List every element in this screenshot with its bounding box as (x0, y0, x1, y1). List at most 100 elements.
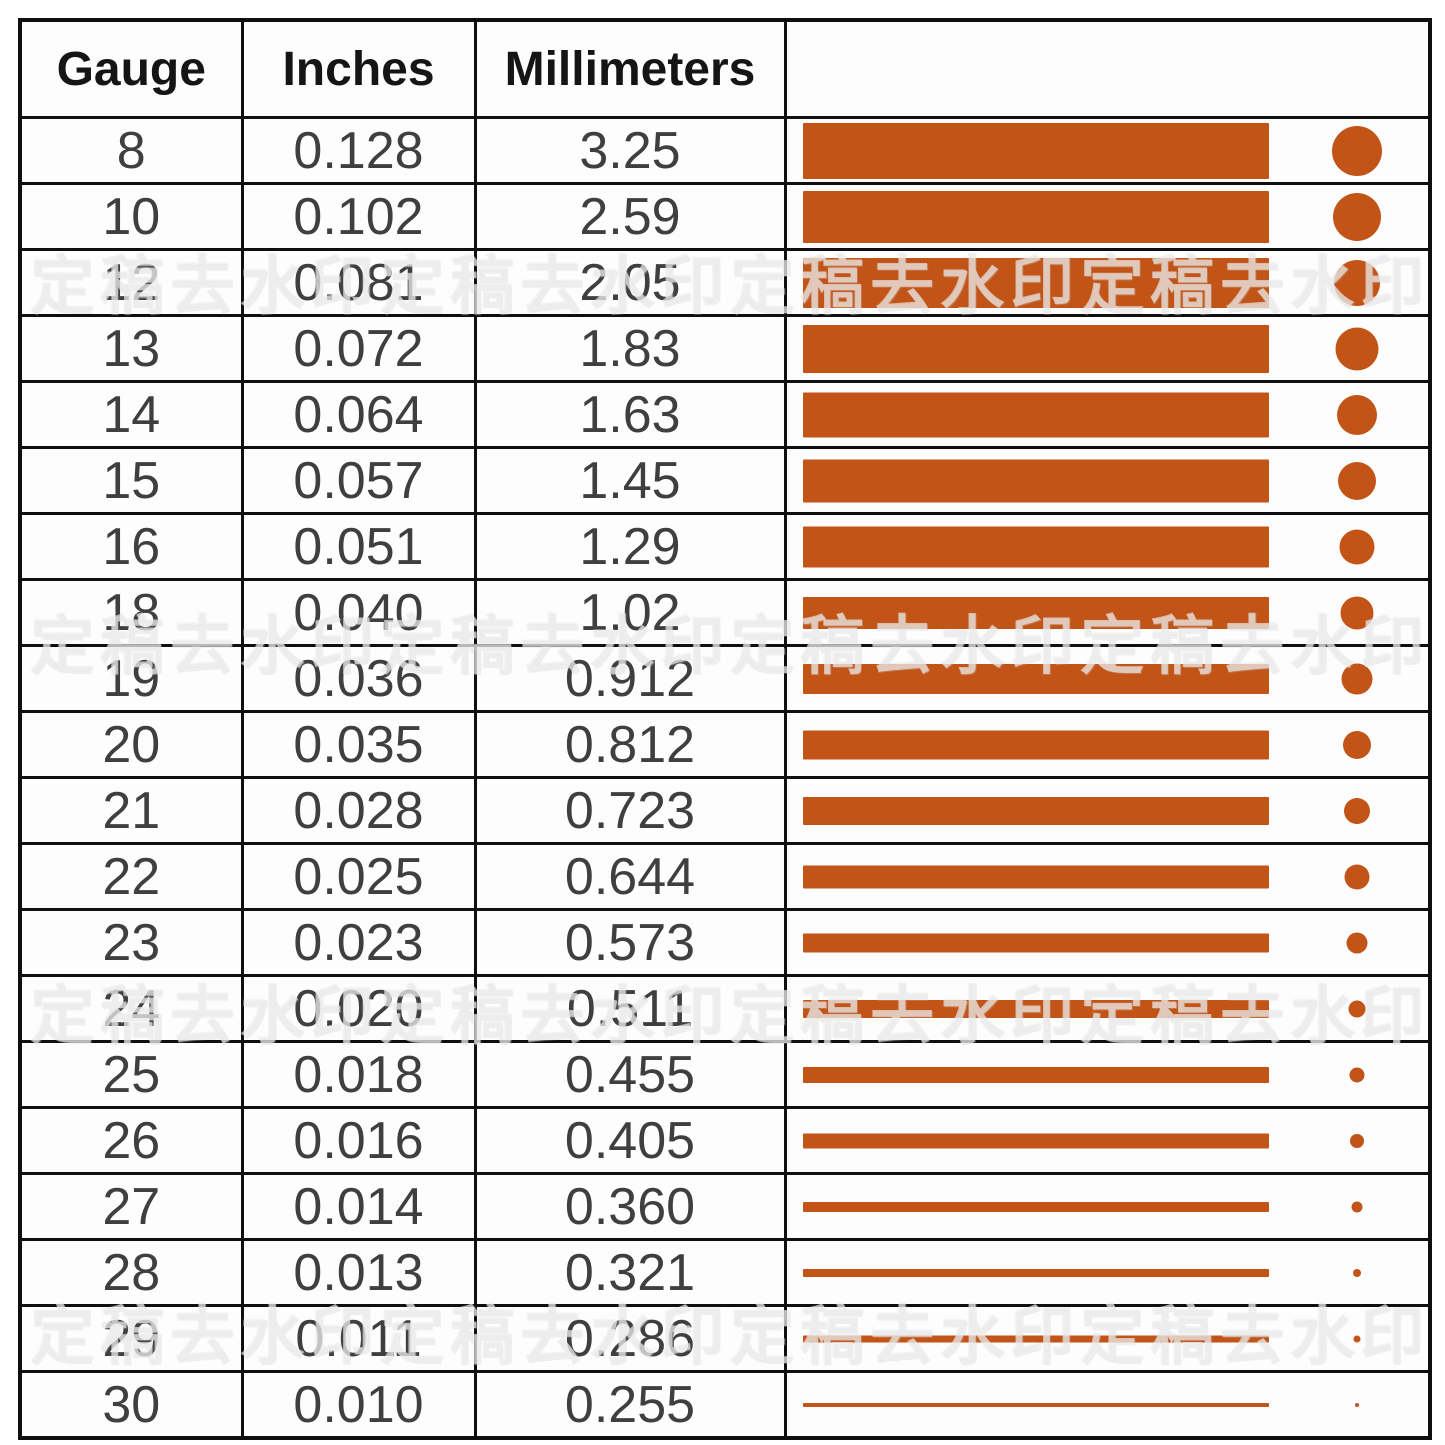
wire-visual-cell (783, 1106, 1432, 1175)
gauge-cell: 13 (18, 314, 244, 383)
wire-thickness-bar (802, 122, 1269, 179)
table-row: 14 0.064 1.63 (18, 380, 1432, 449)
gauge-cell: 26 (18, 1106, 244, 1175)
mm-cell: 1.02 (473, 578, 787, 647)
inches-cell: 0.064 (240, 380, 477, 449)
gauge-cell: 20 (18, 710, 244, 779)
inches-cell: 0.057 (240, 446, 477, 515)
mm-cell: 0.405 (473, 1106, 787, 1175)
wire-thickness-bar (802, 796, 1269, 825)
table-row: 13 0.072 1.83 (18, 314, 1432, 383)
wire-cross-section-dot (1337, 461, 1376, 500)
gauge-cell: 21 (18, 776, 244, 845)
mm-cell: 0.511 (473, 974, 787, 1043)
table-row: 25 0.018 0.455 (18, 1040, 1432, 1109)
mm-cell: 0.573 (473, 908, 787, 977)
wire-visual-cell (783, 182, 1432, 251)
wire-cross-section-dot (1354, 1402, 1359, 1407)
table-row: 15 0.057 1.45 (18, 446, 1432, 515)
wire-thickness-bar (802, 1133, 1269, 1148)
wire-thickness-bar (802, 999, 1269, 1018)
wire-visual-cell (783, 512, 1432, 581)
table-row: 8 0.128 3.25 (18, 116, 1432, 185)
table-row: 12 0.081 2.05 (18, 248, 1432, 317)
table-row: 23 0.023 0.573 (18, 908, 1432, 977)
table-row: 16 0.051 1.29 (18, 512, 1432, 581)
wire-cross-section-dot (1349, 1067, 1364, 1082)
table-row: 10 0.102 2.59 (18, 182, 1432, 251)
inches-cell: 0.016 (240, 1106, 477, 1175)
gauge-cell: 10 (18, 182, 244, 251)
inches-cell: 0.025 (240, 842, 477, 911)
gauge-cell: 24 (18, 974, 244, 1043)
mm-cell: 2.05 (473, 248, 787, 317)
wire-visual-cell (783, 1304, 1432, 1373)
table-row: 20 0.035 0.812 (18, 710, 1432, 779)
inches-cell: 0.040 (240, 578, 477, 647)
gauge-cell: 29 (18, 1304, 244, 1373)
mm-cell: 2.59 (473, 182, 787, 251)
header-row: Gauge Inches Millimeters (18, 18, 1432, 119)
table-row: 30 0.010 0.255 (18, 1370, 1432, 1440)
wire-visual-cell (783, 116, 1432, 185)
wire-cross-section-dot (1340, 596, 1373, 629)
wire-cross-section-dot (1351, 1201, 1362, 1212)
wire-cross-section-dot (1341, 663, 1372, 694)
col-header-inches: Inches (240, 18, 477, 119)
wire-visual-cell (783, 1040, 1432, 1109)
mm-cell: 0.912 (473, 644, 787, 713)
wire-visual-cell (783, 248, 1432, 317)
gauge-cell: 19 (18, 644, 244, 713)
wire-cross-section-dot (1346, 932, 1367, 953)
gauge-cell: 23 (18, 908, 244, 977)
inches-cell: 0.051 (240, 512, 477, 581)
inches-cell: 0.020 (240, 974, 477, 1043)
table-row: 19 0.036 0.912 (18, 644, 1432, 713)
wire-cross-section-dot (1349, 1133, 1364, 1148)
col-header-visual (783, 18, 1432, 119)
wire-visual-cell (783, 578, 1432, 647)
mm-cell: 1.29 (473, 512, 787, 581)
wire-visual-cell (783, 1370, 1432, 1440)
wire-thickness-bar (802, 459, 1269, 502)
mm-cell: 0.812 (473, 710, 787, 779)
wire-thickness-bar (802, 730, 1269, 759)
wire-thickness-bar (802, 190, 1269, 243)
gauge-cell: 18 (18, 578, 244, 647)
wire-visual-cell (783, 1172, 1432, 1241)
gauge-cell: 28 (18, 1238, 244, 1307)
table-row: 28 0.013 0.321 (18, 1238, 1432, 1307)
wire-thickness-bar (802, 865, 1269, 888)
col-header-millimeters: Millimeters (473, 18, 787, 119)
inches-cell: 0.035 (240, 710, 477, 779)
wire-cross-section-dot (1335, 327, 1378, 370)
inches-cell: 0.072 (240, 314, 477, 383)
table-row: 18 0.040 1.02 (18, 578, 1432, 647)
table-body: 8 0.128 3.25 10 0.102 2.59 12 0.081 2.05 (18, 116, 1432, 1440)
mm-cell: 0.321 (473, 1238, 787, 1307)
inches-cell: 0.036 (240, 644, 477, 713)
wire-cross-section-dot (1342, 730, 1371, 759)
gauge-cell: 16 (18, 512, 244, 581)
mm-cell: 1.83 (473, 314, 787, 383)
wire-thickness-bar (802, 933, 1269, 952)
gauge-cell: 30 (18, 1370, 244, 1440)
wire-thickness-bar (802, 1402, 1269, 1407)
wire-visual-cell (783, 908, 1432, 977)
wire-visual-cell (783, 314, 1432, 383)
col-header-gauge: Gauge (18, 18, 244, 119)
wire-thickness-bar (802, 663, 1269, 694)
wire-visual-cell (783, 842, 1432, 911)
wire-cross-section-dot (1343, 797, 1370, 824)
wire-cross-section-dot (1332, 192, 1381, 241)
gauge-cell: 14 (18, 380, 244, 449)
inches-cell: 0.013 (240, 1238, 477, 1307)
wire-visual-cell (783, 446, 1432, 515)
gauge-cell: 8 (18, 116, 244, 185)
wire-thickness-bar (802, 526, 1269, 567)
wire-thickness-bar (802, 257, 1269, 308)
wire-thickness-bar (802, 596, 1269, 629)
wire-thickness-bar (802, 324, 1269, 373)
inches-cell: 0.028 (240, 776, 477, 845)
wire-cross-section-dot (1348, 1000, 1365, 1017)
